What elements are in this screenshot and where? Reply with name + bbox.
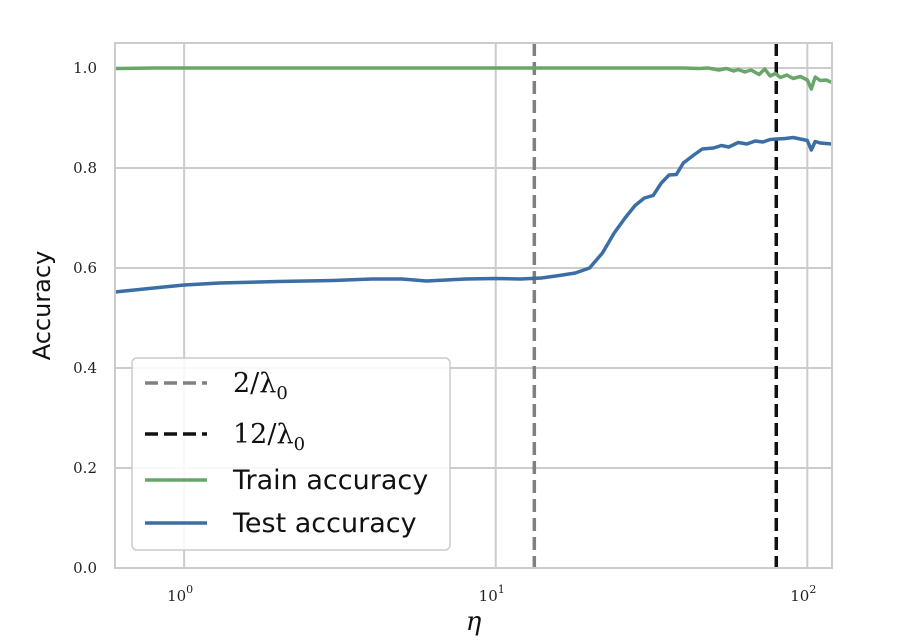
x-axis-label: η bbox=[466, 607, 482, 637]
x-tick-label: 102 bbox=[790, 583, 816, 605]
y-axis-label: Accuracy bbox=[28, 251, 56, 361]
y-tick-label: 0.8 bbox=[73, 159, 97, 177]
legend-label: 12/λ0 bbox=[233, 419, 305, 455]
legend-label: Test accuracy bbox=[232, 508, 417, 539]
legend-label: Train accuracy bbox=[232, 465, 428, 496]
test-accuracy-line bbox=[114, 135, 833, 294]
train-accuracy-line bbox=[114, 66, 833, 91]
series-lines bbox=[114, 66, 833, 294]
y-tick-label: 0.2 bbox=[73, 459, 97, 477]
x-tick-label: 101 bbox=[479, 583, 505, 605]
y-tick-label: 0.4 bbox=[73, 359, 97, 377]
y-tick-label: 0.0 bbox=[73, 559, 97, 577]
x-tick-label: 100 bbox=[167, 583, 193, 605]
y-tick-label: 0.6 bbox=[73, 259, 97, 277]
vertical-reference-lines bbox=[532, 43, 779, 568]
plot-frame bbox=[114, 42, 833, 569]
legend-box bbox=[131, 357, 451, 551]
legend: 2/λ0 12/λ0 Train accuracy Test accuracy bbox=[131, 357, 451, 551]
y-tick-labels: 0.0 0.2 0.4 0.6 0.8 1.0 bbox=[73, 59, 97, 577]
y-tick-label: 1.0 bbox=[73, 59, 97, 77]
legend-label: 2/λ0 bbox=[233, 368, 288, 404]
x-tick-labels: 100 101 102 bbox=[167, 583, 816, 605]
